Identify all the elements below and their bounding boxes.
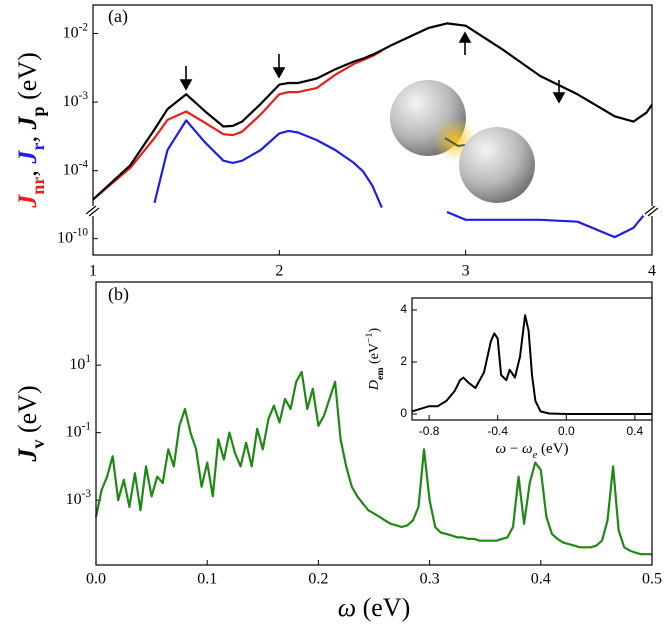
arrows (179, 31, 566, 104)
series-line (153, 119, 383, 209)
x-tick-label: 0.4 (531, 571, 551, 588)
y-tick-label: 4 (400, 302, 407, 316)
panel-label: (b) (108, 284, 129, 305)
y-tick-label: 10-3 (66, 488, 92, 508)
x-tick-label: 0.2 (308, 571, 328, 588)
y-tick-label: 10-4 (63, 158, 89, 178)
inset-background (412, 298, 652, 420)
series-line (92, 49, 383, 201)
x-tick-label: 0.3 (420, 571, 440, 588)
x-tick-label: 0.1 (197, 571, 217, 588)
y-tick-label: 10-10 (57, 226, 88, 246)
y-axis-title: Jnr, Jr, Jp (eV) (13, 52, 48, 209)
x-tick-label: -0.8 (419, 424, 440, 438)
y-tick-label: 10-1 (66, 420, 91, 440)
x-tick-label: -0.4 (487, 424, 508, 438)
plot-frame (95, 281, 653, 566)
y-tick-label: 10-3 (63, 90, 89, 110)
nanoparticle-illustration (390, 80, 535, 203)
panel: -0.8 -0.4 0.0 0.4 0 2 4 Dem (eV−1) ω − ωe (eV) (364, 297, 653, 461)
y-tick-label: 2 (400, 354, 407, 368)
x-tick-label: 4 (648, 263, 656, 280)
plot-frame (411, 297, 653, 421)
x-tick-label: 2 (275, 263, 283, 280)
x-tick-label: 1 (89, 263, 97, 280)
series-line (92, 22, 653, 201)
x-tick-label: 0.0 (86, 571, 106, 588)
x-tick-label: 0.0 (558, 424, 575, 438)
y-tick-label: 0 (400, 406, 407, 420)
panel: 1 2 3 4 10-4 10-3 10-2 10-10 (a) Jnr, Jr, Jp (eV) (13, 4, 656, 280)
panel: 0.0 0.1 0.2 0.3 0.4 0.5 10-3 10-1 101 (b) Jv (eV) ω… (13, 281, 662, 622)
x-tick-label: 3 (462, 263, 470, 280)
y-tick-label: 101 (69, 353, 91, 373)
axis-break (84, 205, 661, 217)
x-axis-title: ω − ωe (eV) (495, 441, 568, 460)
y-axis-title: Jv (eV) (13, 385, 48, 462)
x-tick-label: 0.5 (642, 571, 662, 588)
series-line (411, 314, 652, 415)
y-axis-title: Dem (eV−1) (364, 328, 386, 392)
series-line (446, 210, 648, 239)
x-tick-label: 0.4 (627, 424, 644, 438)
x-axis-title: ω (eV) (338, 593, 411, 622)
plot-frame (92, 4, 653, 256)
series-line (94, 370, 652, 556)
panel-label: (a) (108, 6, 128, 27)
y-tick-label: 10-2 (63, 21, 88, 41)
